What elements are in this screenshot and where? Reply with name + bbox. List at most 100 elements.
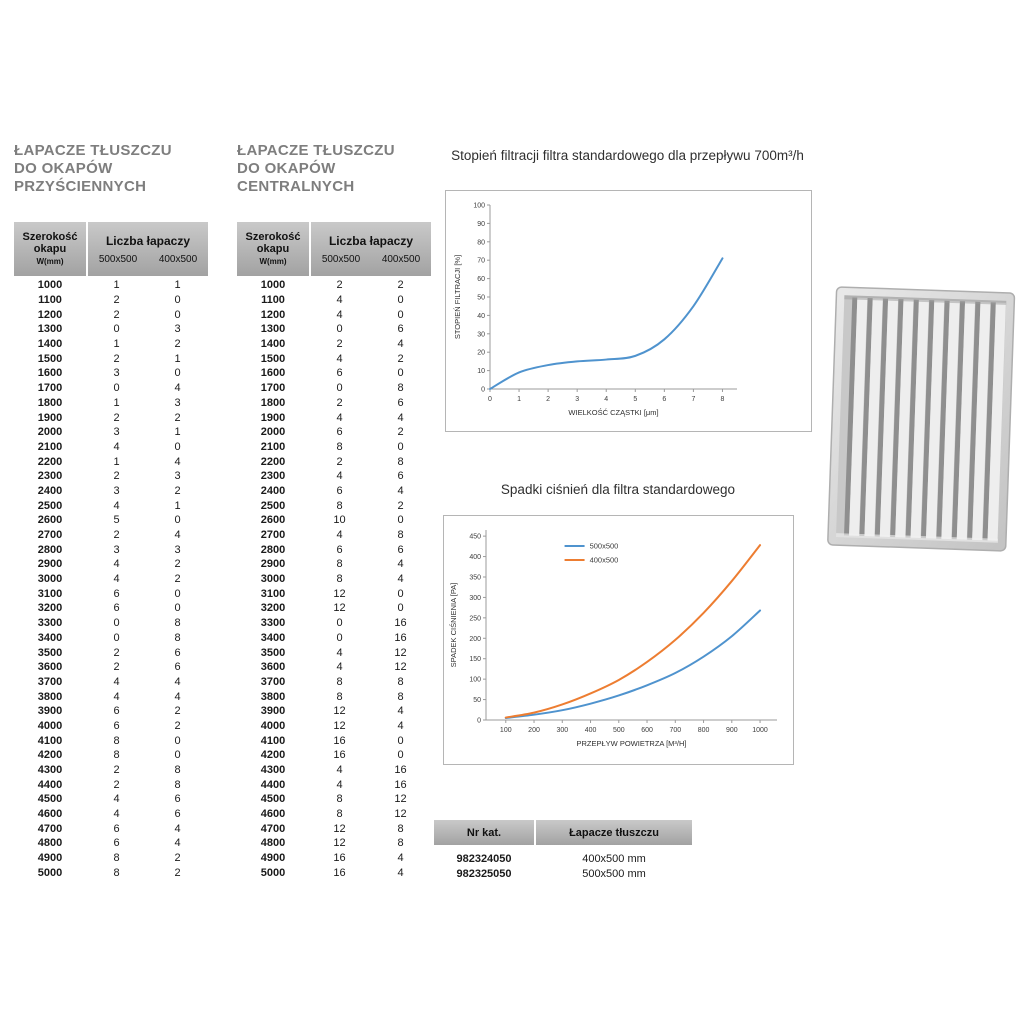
filter-count-cell: 12 xyxy=(394,646,407,659)
hood-width-cell: 3500 xyxy=(37,646,63,659)
title-line: ŁAPACZE TŁUSZCZU xyxy=(237,142,395,159)
svg-text:0: 0 xyxy=(488,396,492,403)
wall-table-body: 1000 1 1 1100 2 0 1200 2 0 1300 0 3 1400 1 2 1500 2 1 1600… xyxy=(14,278,208,880)
filter-count-cell: 6 xyxy=(113,822,120,835)
filter-count-cell: 0 xyxy=(174,587,181,600)
filter-count-cell: 0 xyxy=(174,734,181,747)
filter-count-cell: 4 xyxy=(174,455,181,468)
hood-width-cell: 3400 xyxy=(260,631,286,644)
table-row: 1500 4 2 xyxy=(237,351,431,366)
central-table-header: Szerokość okapu W(mm) Liczba łapaczy 500… xyxy=(237,222,431,276)
filter-count-cell: 6 xyxy=(397,396,404,409)
filter-count-cell: 8 xyxy=(397,455,404,468)
filter-count-cell: 0 xyxy=(113,323,120,336)
filter-count-cell: 0 xyxy=(174,602,181,615)
hood-width-cell: 3800 xyxy=(260,690,286,703)
table-row: 3100 12 0 xyxy=(237,586,431,601)
hood-width-cell: 2700 xyxy=(37,529,63,542)
filter-count-cell: 3 xyxy=(113,543,120,556)
hood-width-cell: 1500 xyxy=(37,352,63,365)
table-row: 3400 0 8 xyxy=(14,631,208,646)
filter-count-cell: 3 xyxy=(113,484,120,497)
hood-width-cell: 2400 xyxy=(37,484,63,497)
table-row: 1700 0 4 xyxy=(14,381,208,396)
hood-width-cell: 3000 xyxy=(37,573,63,586)
legend-label: 500x500 xyxy=(590,542,619,551)
filter-count-cell: 2 xyxy=(397,279,404,292)
svg-text:6: 6 xyxy=(662,396,666,403)
catalog-row: 982325050 500x500 mm xyxy=(434,866,692,881)
filter-count-cell: 8 xyxy=(397,529,404,542)
svg-text:200: 200 xyxy=(469,636,481,643)
filter-count-cell: 6 xyxy=(336,543,343,556)
table-row: 3000 8 4 xyxy=(237,572,431,587)
filter-count-cell: 3 xyxy=(174,323,181,336)
filter-count-cell: 1 xyxy=(113,396,120,409)
filter-count-cell: 0 xyxy=(397,440,404,453)
table-row: 1400 2 4 xyxy=(237,337,431,352)
hood-width-cell: 1100 xyxy=(261,294,285,307)
table-row: 4800 6 4 xyxy=(14,836,208,851)
filter-count-cell: 8 xyxy=(174,631,181,644)
filter-count-cell: 8 xyxy=(113,852,120,865)
table-row: 2000 3 1 xyxy=(14,425,208,440)
filter-count-cell: 0 xyxy=(397,734,404,747)
filter-count-cell: 2 xyxy=(174,852,181,865)
hood-width-cell: 3600 xyxy=(260,661,286,674)
filter-count-cell: 8 xyxy=(397,837,404,850)
filter-count-cell: 6 xyxy=(174,646,181,659)
hood-width-cell: 3300 xyxy=(37,617,63,630)
filter-count-cell: 4 xyxy=(336,411,343,424)
filtration-chart-title: Stopień filtracji filtra standardowego d… xyxy=(451,148,804,163)
table-row: 4800 12 8 xyxy=(237,836,431,851)
hood-width-cell: 3500 xyxy=(260,646,286,659)
filtration-chart-svg: 0 10 20 30 40 50 60 70 80 90 100 0 1 2 3 4 5 6 7 8 WIELKOŚĆ … xyxy=(453,203,737,417)
central-table-title: ŁAPACZE TŁUSZCZU DO OKAPÓW CENTRALNYCH xyxy=(237,142,431,196)
filter-count-cell: 0 xyxy=(397,367,404,380)
table-row: 4300 2 8 xyxy=(14,763,208,778)
filter-count-cell: 1 xyxy=(113,338,120,351)
filter-count-cell: 16 xyxy=(333,749,346,762)
hood-width-cell: 4600 xyxy=(37,808,63,821)
filter-count-cell: 2 xyxy=(336,396,343,409)
filter-count-cell: 4 xyxy=(336,764,343,777)
filter-count-cell: 4 xyxy=(336,529,343,542)
filter-count-cell: 2 xyxy=(113,294,120,307)
filter-count-cell: 4 xyxy=(113,440,120,453)
x-axis-label: PRZEPŁYW POWIETRZA [M³/H] xyxy=(576,739,686,748)
header-size-row: 500x500 400x500 xyxy=(311,254,431,265)
table-row: 2400 3 2 xyxy=(14,484,208,499)
header-text: Szerokość xyxy=(245,230,301,243)
table-row: 4500 8 12 xyxy=(237,792,431,807)
hood-width-cell: 1900 xyxy=(37,411,63,424)
filter-count-cell: 12 xyxy=(333,705,346,718)
filter-count-cell: 4 xyxy=(336,294,343,307)
hood-width-cell: 3100 xyxy=(260,587,286,600)
size-column-label: 400x500 xyxy=(158,253,198,265)
header-text: okapu xyxy=(33,242,67,255)
filter-count-cell: 4 xyxy=(336,352,343,365)
hood-width-cell: 4600 xyxy=(260,808,286,821)
table-row: 2400 6 4 xyxy=(237,484,431,499)
svg-text:450: 450 xyxy=(469,534,481,541)
svg-text:0: 0 xyxy=(481,387,485,394)
filter-count-cell: 12 xyxy=(333,719,346,732)
header-text: okapu xyxy=(256,242,290,255)
hood-width-cell: 3900 xyxy=(260,705,286,718)
svg-text:40: 40 xyxy=(477,313,485,320)
svg-text:400: 400 xyxy=(469,554,481,561)
table-row: 3700 4 4 xyxy=(14,675,208,690)
filter-count-cell: 4 xyxy=(113,675,120,688)
table-row: 4700 12 8 xyxy=(237,821,431,836)
filter-count-cell: 0 xyxy=(336,323,343,336)
hood-width-cell: 3400 xyxy=(37,631,63,644)
table-row: 2100 4 0 xyxy=(14,440,208,455)
filter-count-cell: 2 xyxy=(174,573,181,586)
hood-width-cell: 1400 xyxy=(260,338,286,351)
filter-count-cell: 0 xyxy=(113,617,120,630)
table-row: 4200 16 0 xyxy=(237,748,431,763)
table-row: 3900 6 2 xyxy=(14,704,208,719)
filter-count-cell: 2 xyxy=(336,455,343,468)
count-columns-header: Liczba łapaczy 500x500 400x500 xyxy=(311,222,431,276)
table-row: 1100 4 0 xyxy=(237,293,431,308)
